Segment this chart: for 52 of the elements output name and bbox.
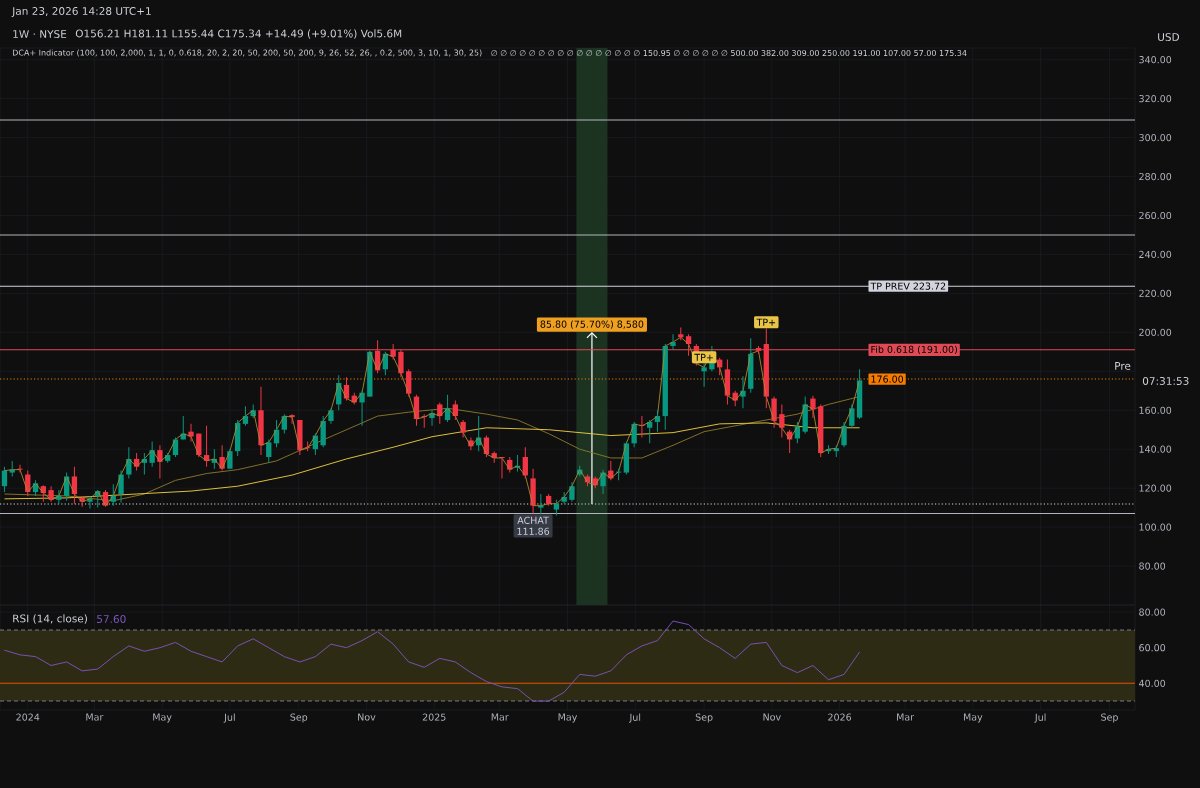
x-tick-label: 2026: [828, 713, 852, 721]
x-tick-label: Jul: [223, 713, 235, 723]
line-series: [3, 422, 861, 500]
annotation: TP+: [756, 318, 776, 326]
x-tick-label: May: [153, 713, 172, 723]
annotation: DCA+ Indicator (100, 100, 2,000, 1, 1, 0, 0.618, 20, 2, 20, 50, 200, 50, 200, 9, 26, 52, 26, , 0.2, 500, 3, 10, 1, 30, 25): [12, 49, 482, 57]
x-tick-label: Sep: [1101, 713, 1118, 723]
y-tick-label: 220.00: [1139, 289, 1172, 297]
y-tick-label: 140.00: [1139, 445, 1172, 453]
annotation: TP+: [694, 353, 713, 361]
y-tick-label: 120.00: [1139, 484, 1172, 492]
ref-line-label: TP PREV 223.72: [870, 282, 946, 290]
x-tick-label: Mar: [86, 713, 104, 721]
candlestick: [779, 403, 785, 439]
y-tick-label: 340.00: [1139, 56, 1172, 64]
ref-line-label: 176.00: [871, 375, 904, 383]
x-tick-label: Mar: [491, 713, 509, 721]
x-tick-label: 2024: [16, 713, 40, 721]
x-tick-label: 2025: [422, 713, 446, 721]
y-tick-label: 280.00: [1139, 172, 1172, 181]
x-tick-label: Sep: [290, 713, 308, 723]
y-tick-label: 200.00: [1139, 328, 1172, 336]
y-tick-label: 40.00: [1139, 679, 1166, 687]
annotation: ACHAT 111.86: [517, 516, 550, 535]
y-tick-label: 260.00: [1139, 211, 1172, 220]
x-tick-label: Mar: [897, 713, 915, 721]
x-tick-label: May: [963, 713, 983, 723]
y-tick-label: 300.00: [1139, 133, 1172, 142]
y-tick-label: 160.00: [1139, 406, 1172, 414]
x-tick-label: Sep: [695, 713, 713, 723]
band-label: 85.80 (75.70%) 8,580: [540, 320, 644, 329]
chart-title: 1W · NYSE: [13, 30, 67, 38]
x-tick-label: Jul: [629, 713, 641, 723]
x-tick-label: Jul: [1034, 713, 1046, 723]
x-tick-label: Nov: [358, 713, 376, 721]
y-tick-label: 60.00: [1139, 644, 1166, 652]
x-tick-label: May: [558, 713, 578, 723]
y-tick-label: 240.00: [1139, 250, 1172, 259]
text: RSI (14, close): [13, 614, 87, 624]
text: Jan 23, 2026 14:28 UTC+1: [11, 7, 151, 17]
ref-line-label: Fib 0.618 (191.00): [871, 345, 957, 355]
y-tick-label: 320.00: [1139, 95, 1172, 103]
text: USD: [1158, 33, 1180, 41]
annotation: Pre: [1115, 362, 1131, 370]
text: 07:31:53: [1142, 377, 1189, 385]
annotation: ∅ ∅ ∅ ∅ ∅ ∅ ∅ ∅ ∅ ∅ ∅ ∅ ∅ ∅ ∅ ∅ 150.95 ∅ ∅ ∅ ∅ ∅ ∅ 500.00 382.00 309.00 250.00 191.00 107.00 57.00 175.34: [491, 49, 967, 57]
annotation: 57.60: [97, 615, 126, 623]
y-tick-label: 80.00: [1139, 562, 1166, 570]
x-tick-label: Nov: [763, 713, 781, 721]
y-tick-label: 100.00: [1139, 523, 1172, 531]
y-tick-label: 80.00: [1139, 608, 1166, 616]
chart-subtitle: O156.21 H181.11 L155.44 C175.34 +14.49 (+9.01%) Vol5.6M: [75, 29, 402, 39]
